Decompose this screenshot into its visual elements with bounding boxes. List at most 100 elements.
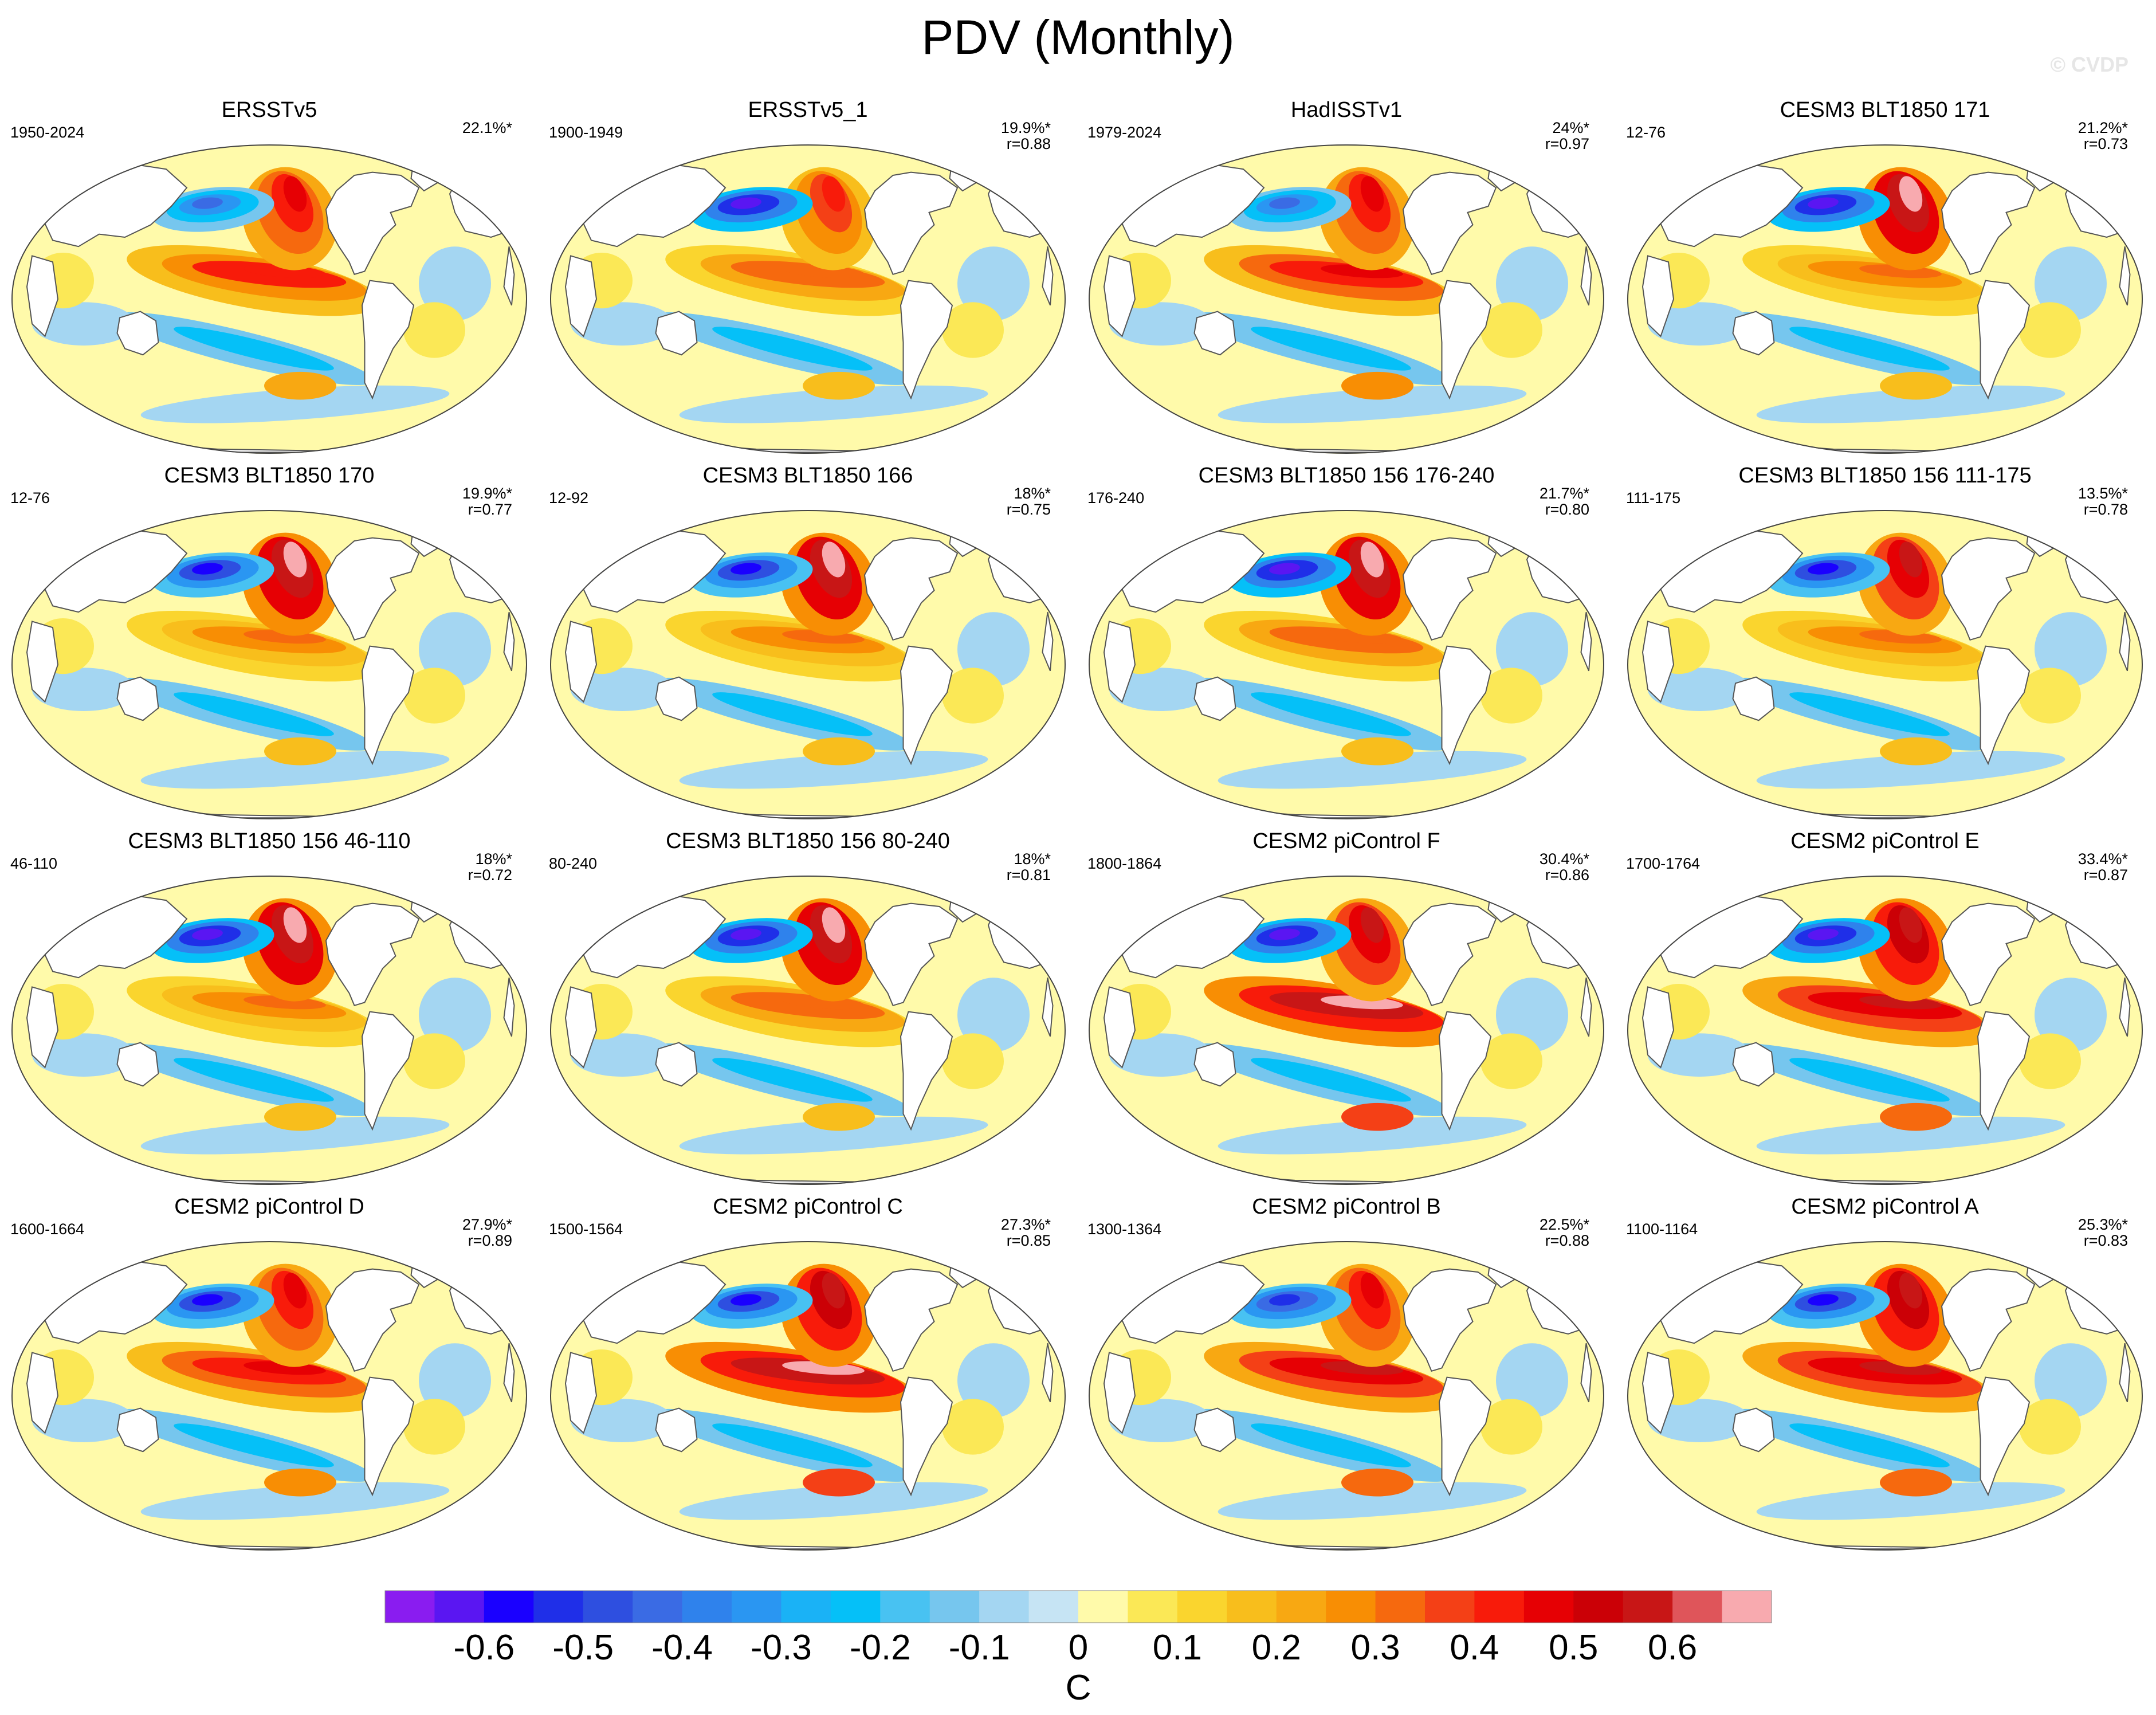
ne-pac-warm-peak <box>1360 1273 1384 1309</box>
atl-cool-patch <box>957 978 1030 1052</box>
map-svg <box>1089 144 1604 454</box>
panel-period: 1950-2024 <box>10 124 85 141</box>
np-cool-peak <box>731 563 761 575</box>
land-australia <box>1732 676 1775 721</box>
panel-pattern-corr: r=0.88 <box>1545 1232 1589 1249</box>
map-outline <box>11 876 527 1185</box>
panel-variance-pct: 19.9%* <box>462 485 512 502</box>
land-australia <box>1193 676 1236 721</box>
s-atl-warm-patch <box>2019 1399 2081 1455</box>
colorbar-bin <box>1425 1591 1475 1623</box>
panel-variance-pct: 22.1%* <box>462 119 512 136</box>
io-cool-patch <box>1109 1399 1212 1442</box>
np-cool-peak <box>1269 1294 1300 1306</box>
panel-title: HadISSTv1 <box>1290 98 1403 122</box>
colorbar-bin <box>830 1591 881 1623</box>
land-south-america <box>1438 645 1492 766</box>
ne-pac-warm-peak <box>1360 907 1384 943</box>
map-panel: CESM3 BLT1850 170 12-76 19.9%* r=0.77 <box>0 463 539 827</box>
map-panel: CESM2 piControl D 1600-1664 27.9%* r=0.89 <box>0 1194 539 1558</box>
colorbar: -0.6 -0.5 -0.4 -0.3 -0.2 -0.1 0 0.1 0.2 0.3 0.4 0.5… <box>384 1590 1772 1708</box>
land-australia <box>116 311 159 356</box>
map-outline <box>1089 876 1604 1185</box>
colorbar-bin <box>929 1591 980 1623</box>
map-outline <box>1627 876 2143 1185</box>
atl-cool-patch <box>1496 1343 1568 1418</box>
land-africa-tip <box>1103 255 1136 337</box>
sst-field <box>550 510 1066 819</box>
colorbar-tick-label: -0.4 <box>651 1628 713 1667</box>
colorbar-tick-label: -0.3 <box>751 1628 812 1667</box>
land-australia <box>116 1407 159 1453</box>
land-south-america <box>900 1376 953 1497</box>
atl-cool-patch <box>2035 612 2107 686</box>
land-australia <box>1193 1042 1236 1087</box>
s-pac-warm-patch <box>1880 371 1952 400</box>
ne-pac-warm-peak <box>283 176 307 212</box>
panel-pattern-corr: r=0.73 <box>2083 135 2128 152</box>
ne-pac-warm-peak <box>822 907 846 943</box>
land-africa-right <box>2119 978 2131 1037</box>
land-australia <box>1193 1407 1236 1453</box>
map-svg <box>550 144 1066 454</box>
land-africa-right <box>1042 978 1054 1037</box>
panel-period: 1700-1764 <box>1626 855 1701 872</box>
panel-pattern-corr: r=0.75 <box>1006 501 1051 518</box>
panel-variance-pct: 22.5%* <box>1539 1216 1589 1233</box>
sst-field <box>550 144 1066 454</box>
np-cool-peak <box>1808 1294 1839 1306</box>
ne-pac-warm-peak <box>1360 541 1384 578</box>
panel-pattern-corr: r=0.78 <box>2083 501 2128 518</box>
map-svg <box>1627 510 2143 819</box>
land-north-america <box>863 1268 959 1372</box>
panel-title: CESM2 piControl E <box>1790 829 1980 853</box>
land-africa-right <box>1580 978 1592 1037</box>
io-cool-patch <box>1648 1033 1751 1077</box>
land-australia <box>655 676 698 721</box>
colorbar-tick-label: 0.3 <box>1350 1628 1400 1667</box>
land-africa-tip <box>1641 255 1675 337</box>
panel-title: CESM3 BLT1850 156 80-240 <box>666 829 950 853</box>
map-panel: ERSSTv5 1950-2024 22.1%* <box>0 97 539 461</box>
colorbar-bin <box>1375 1591 1425 1623</box>
map-svg <box>11 510 527 819</box>
s-atl-warm-patch <box>403 1399 465 1455</box>
sp-cool-band-core <box>1251 1423 1411 1467</box>
panel-variance-pct: 13.5%* <box>2078 485 2128 502</box>
np-cool-peak <box>192 928 223 940</box>
panel-period: 12-76 <box>1626 124 1666 141</box>
panel-title: CESM2 piControl B <box>1252 1195 1441 1219</box>
s-pac-warm-patch <box>1880 737 1952 766</box>
colorbar-bin <box>583 1591 633 1623</box>
np-cool-peak <box>1269 563 1300 575</box>
np-cool-peak <box>731 1294 761 1306</box>
io-cool-patch <box>571 668 674 711</box>
panel-variance-pct: 18%* <box>475 850 512 868</box>
sp-cool-band-core <box>174 1058 334 1102</box>
land-australia <box>1193 311 1236 356</box>
map-svg <box>1089 876 1604 1185</box>
s-pac-warm-patch <box>803 1102 875 1131</box>
sp-cool-band-core <box>1789 1058 1950 1102</box>
ne-pac-warm-peak <box>1899 176 1923 212</box>
s-pac-warm-patch <box>1341 371 1413 400</box>
watermark-text: © CVDP <box>2050 53 2128 76</box>
map-panel: CESM2 piControl A 1100-1164 25.3%* r=0.83 <box>1616 1194 2154 1558</box>
land-africa-tip <box>1641 986 1675 1069</box>
atl-cool-patch <box>2035 978 2107 1052</box>
s-pac-warm-patch <box>264 737 336 766</box>
sp-cool-band-core <box>1251 327 1411 371</box>
land-north-america <box>1941 171 2036 276</box>
s-pac-warm-patch <box>803 1468 875 1497</box>
panel-pattern-corr: r=0.72 <box>468 866 512 884</box>
land-australia <box>655 1042 698 1087</box>
panel-variance-pct: 27.3%* <box>1000 1216 1051 1233</box>
panel-period: 1900-1949 <box>549 124 623 141</box>
atl-cool-patch <box>957 246 1030 321</box>
io-cool-patch <box>571 1399 674 1442</box>
land-africa-tip <box>564 1352 598 1434</box>
land-north-america <box>863 171 959 276</box>
map-panel: ERSSTv5_1 1900-1949 19.9%* r=0.88 <box>539 97 1077 461</box>
map-outline <box>550 876 1066 1185</box>
panel-variance-pct: 30.4%* <box>1539 850 1589 868</box>
